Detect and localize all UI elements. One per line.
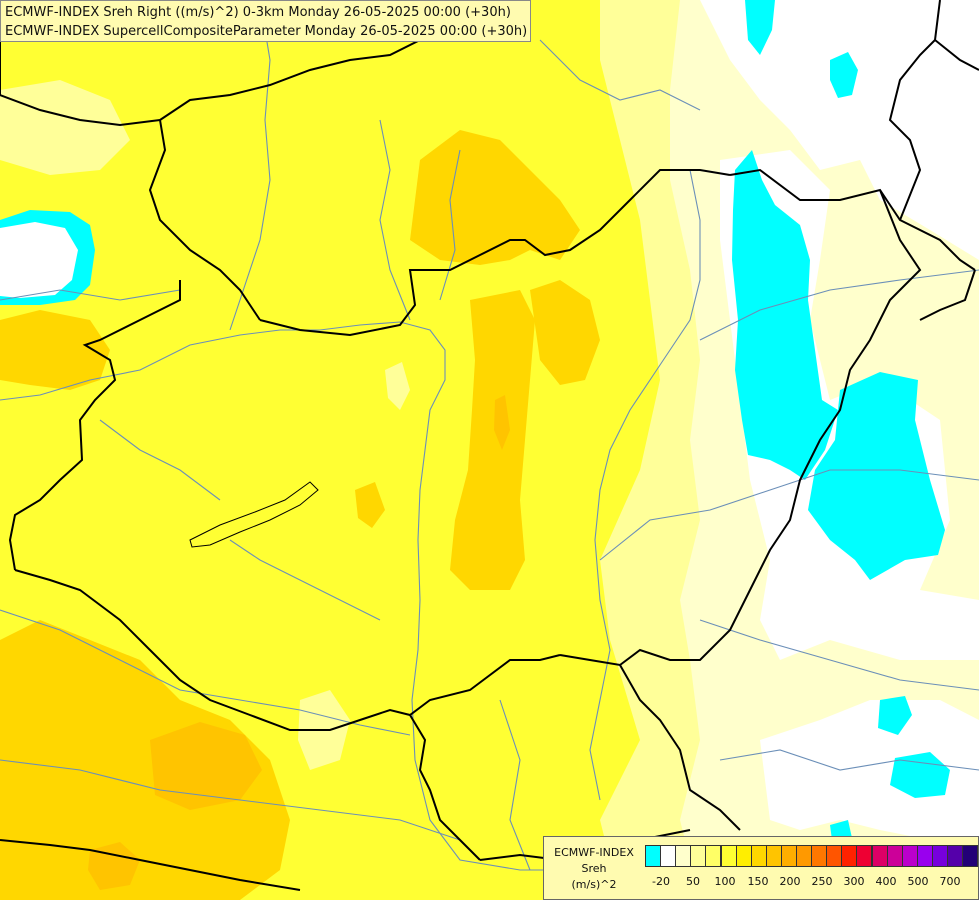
legend-swatch <box>826 845 843 867</box>
legend-swatch <box>705 845 722 867</box>
cyan-patch-se-2 <box>890 752 950 798</box>
legend-swatch <box>871 845 888 867</box>
legend-swatch <box>901 845 918 867</box>
legend-swatch <box>811 845 828 867</box>
orange-patch-southwest <box>150 722 262 810</box>
pale-yellow-patch-center <box>385 362 410 410</box>
map-title-line-1: ECMWF-INDEX Sreh Right ((m/s)^2) 0-3km M… <box>5 5 511 20</box>
border-serbia-romania <box>619 664 741 831</box>
legend-swatch <box>931 845 948 867</box>
river-hron <box>439 149 461 301</box>
legend-title: ECMWF-INDEX Sreh (m/s)^2 <box>548 845 640 893</box>
legend-swatch <box>856 845 873 867</box>
legend-swatch <box>947 845 964 867</box>
legend-swatch <box>720 845 737 867</box>
legend-tick-label: 150 <box>747 875 769 888</box>
color-legend: ECMWF-INDEX Sreh (m/s)^2 -20 50 100 150 200 2… <box>543 836 979 900</box>
white-zone-west <box>0 222 78 298</box>
legend-tick-label: 50 <box>686 875 700 888</box>
legend-title-line-3: (m/s)^2 <box>571 878 617 891</box>
map-title-line-2: ECMWF-INDEX SupercellCompositeParameter … <box>5 24 528 39</box>
pale-yellow-patch-northwest <box>0 80 130 175</box>
river-south-1 <box>499 699 531 871</box>
border-hungary-romania <box>559 189 922 667</box>
legend-swatch <box>780 845 797 867</box>
orange-yellow-zone-north <box>410 130 580 265</box>
map-title-box: ECMWF-INDEX Sreh Right ((m/s)^2) 0-3km M… <box>0 0 531 42</box>
legend-tick-label: -20 <box>652 875 670 888</box>
cyan-patch-se-1 <box>878 696 912 735</box>
orange-yellow-zone-east <box>530 280 600 385</box>
border-east-romania <box>919 269 976 321</box>
border-slovakia-hungary <box>259 169 731 337</box>
legend-title-line-1: ECMWF-INDEX <box>554 846 634 859</box>
cyan-patch-se-3 <box>830 820 852 840</box>
legend-swatch <box>645 845 662 867</box>
orange-yellow-zone-west <box>0 310 110 390</box>
legend-tick-label: 400 <box>875 875 897 888</box>
border-east-ukraine <box>888 0 941 221</box>
river-west-1 <box>99 419 221 501</box>
legend-swatch <box>690 845 707 867</box>
river-morava <box>229 0 271 331</box>
lake-balaton <box>189 481 319 548</box>
legend-swatch <box>750 845 767 867</box>
legend-tick-label: 200 <box>779 875 801 888</box>
cyan-zone-east-upper <box>732 150 838 480</box>
legend-swatch <box>796 845 813 867</box>
orange-patch-center-west <box>355 482 385 528</box>
river-tisza <box>589 169 701 801</box>
orange-patch-south <box>88 842 140 890</box>
legend-swatch <box>735 845 752 867</box>
legend-tick-label: 100 <box>714 875 736 888</box>
river-somes <box>699 269 979 341</box>
river-vah <box>379 119 411 321</box>
border-czech-austria <box>0 94 261 321</box>
border-moldova <box>934 39 979 71</box>
legend-swatch <box>675 845 692 867</box>
river-north-1 <box>539 39 701 111</box>
cyan-zone-east-lower <box>808 372 945 580</box>
legend-tick-label: 700 <box>939 875 961 888</box>
river-mures <box>599 469 979 561</box>
border-croatia-serbia <box>409 714 481 861</box>
river-east-1 <box>699 619 979 691</box>
legend-swatch <box>660 845 677 867</box>
legend-tick-label: 500 <box>907 875 929 888</box>
legend-swatch <box>765 845 782 867</box>
cyan-patch-ne-1 <box>745 0 775 55</box>
river-balaton-out <box>229 539 381 621</box>
legend-tick-label: 300 <box>843 875 865 888</box>
river-sava <box>0 759 461 841</box>
legend-tick-label: 250 <box>811 875 833 888</box>
white-zone-southeast <box>760 700 979 840</box>
orange-yellow-zone-southwest <box>0 620 290 900</box>
border-hungary-slovenia <box>14 569 561 731</box>
river-inn <box>0 289 181 301</box>
river-danube <box>0 321 661 881</box>
legend-swatch <box>841 845 858 867</box>
cyan-patch-ne-2 <box>830 52 858 98</box>
legend-swatch <box>916 845 933 867</box>
border-hungary-austria-west <box>8 280 181 571</box>
border-south-croatia <box>0 839 301 891</box>
legend-title-line-2: Sreh <box>581 862 607 875</box>
river-east-2 <box>719 749 979 771</box>
orange-yellow-band-central <box>450 290 535 590</box>
legend-swatch <box>886 845 903 867</box>
orange-patch-center <box>494 395 510 450</box>
legend-swatch <box>962 845 979 867</box>
